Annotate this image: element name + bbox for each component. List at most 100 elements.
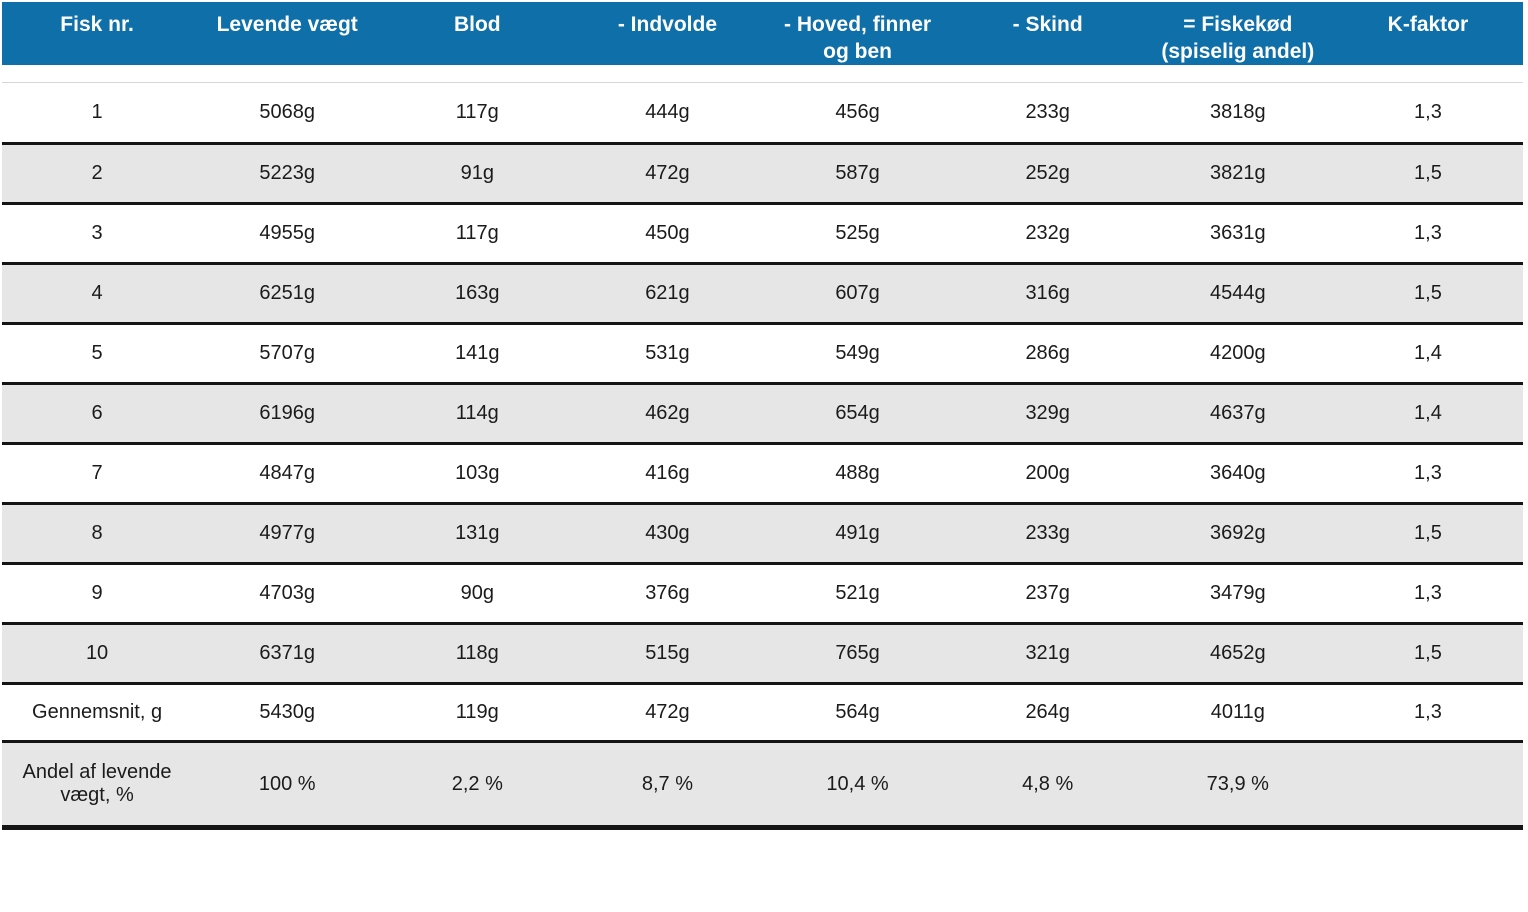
- table-cell: 491g: [762, 502, 953, 562]
- table-cell: 1,5: [1332, 502, 1523, 562]
- table-row: 5 5707g 141g 531g 549g 286g 4200g 1,4: [2, 322, 1523, 382]
- table-cell: 1,3: [1332, 562, 1523, 622]
- table-cell: 91g: [382, 142, 573, 202]
- table-cell: 3631g: [1142, 202, 1333, 262]
- table-cell: 252g: [952, 142, 1143, 202]
- column-header-levende-vaegt: Levende vægt: [192, 2, 383, 82]
- table-row: 3 4955g 117g 450g 525g 232g 3631g 1,3: [2, 202, 1523, 262]
- table-cell: 525g: [762, 202, 953, 262]
- table-row: 6 6196g 114g 462g 654g 329g 4637g 1,4: [2, 382, 1523, 442]
- table-cell: 233g: [952, 82, 1143, 142]
- row-label-cell: 8: [2, 502, 193, 562]
- row-label-cell: 2: [2, 142, 193, 202]
- row-label-cell: 4: [2, 262, 193, 322]
- table-cell: 141g: [382, 322, 573, 382]
- table-cell: 444g: [572, 82, 763, 142]
- table-row: 1 5068g 117g 444g 456g 233g 3818g 1,3: [2, 82, 1523, 142]
- row-label-cell: Andel af levende vægt, %: [2, 740, 193, 830]
- table-cell: 472g: [572, 142, 763, 202]
- table-cell: 488g: [762, 442, 953, 502]
- column-header-fiskekoed: = Fiskekød (spiselig andel): [1142, 2, 1333, 82]
- table-cell: 654g: [762, 382, 953, 442]
- table-cell: 232g: [952, 202, 1143, 262]
- table-cell: [1332, 740, 1523, 830]
- table-cell: 607g: [762, 262, 953, 322]
- table-row: 2 5223g 91g 472g 587g 252g 3821g 1,5: [2, 142, 1523, 202]
- table-cell: 4977g: [192, 502, 383, 562]
- table-cell: 329g: [952, 382, 1143, 442]
- table-cell: 6371g: [192, 622, 383, 682]
- table-cell: 117g: [382, 82, 573, 142]
- table-cell: 237g: [952, 562, 1143, 622]
- table-cell: 5430g: [192, 682, 383, 740]
- table-cell: 2,2 %: [382, 740, 573, 830]
- table-cell: 1,3: [1332, 82, 1523, 142]
- table-cell: 4,8 %: [952, 740, 1143, 830]
- table-cell: 1,3: [1332, 202, 1523, 262]
- table-cell: 521g: [762, 562, 953, 622]
- column-header-hoved-finner-ben: - Hoved, finner og ben: [762, 2, 953, 82]
- column-header-indvolde: - Indvolde: [572, 2, 763, 82]
- table-cell: 1,3: [1332, 442, 1523, 502]
- table-cell: 163g: [382, 262, 573, 322]
- table-cell: 4847g: [192, 442, 383, 502]
- table-cell: 264g: [952, 682, 1143, 740]
- table-cell: 119g: [382, 682, 573, 740]
- column-header-skind: - Skind: [952, 2, 1143, 82]
- table-cell: 765g: [762, 622, 953, 682]
- table-cell: 1,5: [1332, 142, 1523, 202]
- table-cell: 4544g: [1142, 262, 1333, 322]
- column-header-blod: Blod: [382, 2, 573, 82]
- table-cell: 4011g: [1142, 682, 1333, 740]
- table-row: 10 6371g 118g 515g 765g 321g 4652g 1,5: [2, 622, 1523, 682]
- table-cell: 3818g: [1142, 82, 1333, 142]
- table-cell: 1,4: [1332, 382, 1523, 442]
- table-row: 4 6251g 163g 621g 607g 316g 4544g 1,5: [2, 262, 1523, 322]
- table-cell: 8,7 %: [572, 740, 763, 830]
- column-header-fisk-nr: Fisk nr.: [2, 2, 193, 82]
- table-cell: 200g: [952, 442, 1143, 502]
- row-label-cell: 9: [2, 562, 193, 622]
- row-label-cell: Gennemsnit, g: [2, 682, 193, 740]
- row-label-cell: 1: [2, 82, 193, 142]
- table-cell: 117g: [382, 202, 573, 262]
- table-cell: 131g: [382, 502, 573, 562]
- table-row: Gennemsnit, g 5430g 119g 472g 564g 264g 4011g 1…: [2, 682, 1523, 740]
- table-cell: 233g: [952, 502, 1143, 562]
- table-cell: 621g: [572, 262, 763, 322]
- table-cell: 286g: [952, 322, 1143, 382]
- table-cell: 376g: [572, 562, 763, 622]
- table-cell: 316g: [952, 262, 1143, 322]
- table-cell: 10,4 %: [762, 740, 953, 830]
- table-cell: 1,4: [1332, 322, 1523, 382]
- table-cell: 90g: [382, 562, 573, 622]
- table-cell: 321g: [952, 622, 1143, 682]
- table-cell: 4703g: [192, 562, 383, 622]
- table-cell: 73,9 %: [1142, 740, 1333, 830]
- table-cell: 1,3: [1332, 682, 1523, 740]
- table-cell: 472g: [572, 682, 763, 740]
- table-cell: 416g: [572, 442, 763, 502]
- table-cell: 118g: [382, 622, 573, 682]
- table-cell: 462g: [572, 382, 763, 442]
- table-cell: 100 %: [192, 740, 383, 830]
- table-cell: 456g: [762, 82, 953, 142]
- table-cell: 4637g: [1142, 382, 1333, 442]
- row-label-cell: 10: [2, 622, 193, 682]
- table-cell: 1,5: [1332, 262, 1523, 322]
- table-row: 8 4977g 131g 430g 491g 233g 3692g 1,5: [2, 502, 1523, 562]
- table-cell: 4200g: [1142, 322, 1333, 382]
- table-header-row: Fisk nr. Levende vægt Blod - Indvolde - …: [2, 2, 1523, 82]
- table-cell: 450g: [572, 202, 763, 262]
- table-cell: 515g: [572, 622, 763, 682]
- table-header: Fisk nr. Levende vægt Blod - Indvolde - …: [2, 2, 1523, 82]
- table-cell: 5707g: [192, 322, 383, 382]
- table-row: 7 4847g 103g 416g 488g 200g 3640g 1,3: [2, 442, 1523, 502]
- table-cell: 564g: [762, 682, 953, 740]
- table-cell: 587g: [762, 142, 953, 202]
- table-cell: 1,5: [1332, 622, 1523, 682]
- table-body: 1 5068g 117g 444g 456g 233g 3818g 1,3 2 5223g 91g 4…: [2, 82, 1523, 830]
- table-cell: 3692g: [1142, 502, 1333, 562]
- table-cell: 3821g: [1142, 142, 1333, 202]
- fish-yield-table: Fisk nr. Levende vægt Blod - Indvolde - …: [2, 2, 1523, 830]
